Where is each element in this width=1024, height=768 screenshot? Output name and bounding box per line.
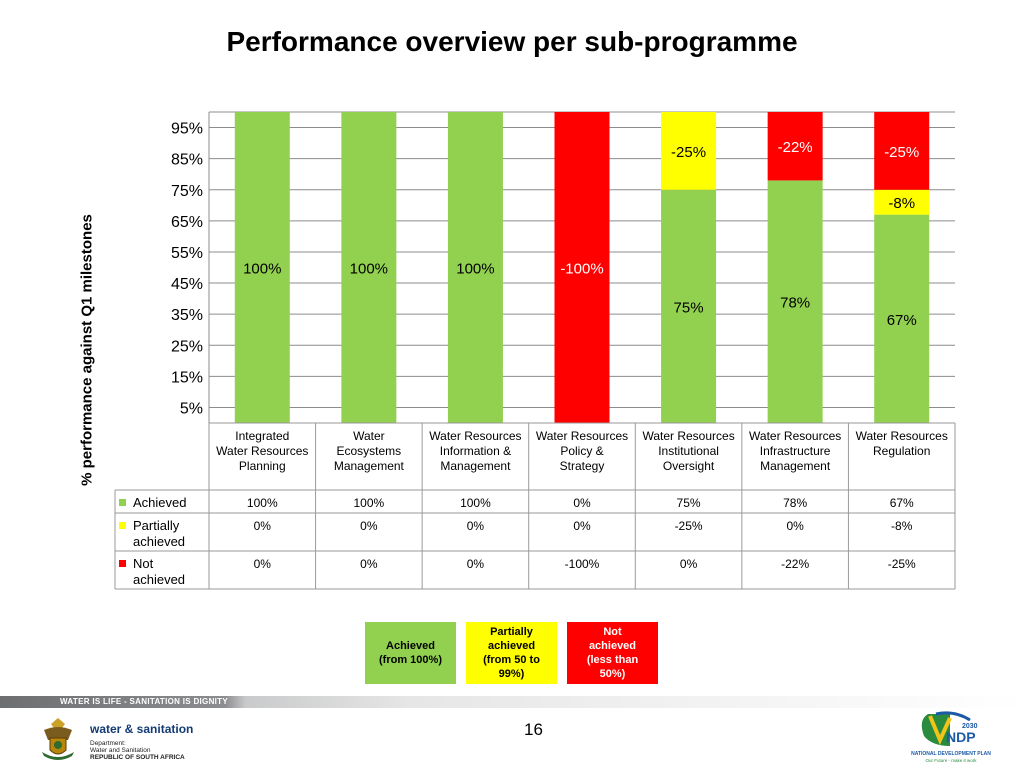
department-sub: Department: Water and Sanitation REPUBLI… xyxy=(90,740,185,761)
table-cell: 78% xyxy=(783,496,807,510)
data-label: 78% xyxy=(780,295,810,312)
x-tick-label: Water Resources Institutional Oversight xyxy=(642,429,734,473)
table-cell: 0% xyxy=(573,519,591,533)
bar-achieved xyxy=(234,112,290,423)
legend-not-achieved: Not achieved (less than 50%) xyxy=(567,622,658,684)
bar-achieved xyxy=(661,189,717,423)
data-label: -25% xyxy=(884,144,919,161)
page-title: Performance overview per sub-programme xyxy=(226,26,798,57)
data-label: 100% xyxy=(350,261,388,278)
y-tick-label: 45% xyxy=(171,276,203,293)
bar-not-achieved xyxy=(874,112,930,190)
y-tick-label: 35% xyxy=(171,307,203,324)
x-tick-label: Water Ecosystems Management xyxy=(334,429,405,473)
ndp-logo-icon: 2030 NDP NATIONAL DEVELOPMENT PLAN Our F… xyxy=(911,711,991,763)
bar-achieved xyxy=(447,112,503,423)
table-cell: 0% xyxy=(254,519,272,533)
bar-achieved xyxy=(341,112,397,423)
x-tick-label: Water Resources Infrastructure Management xyxy=(749,429,841,473)
table-cell: 100% xyxy=(247,496,278,510)
ndp-year: 2030 xyxy=(962,723,978,730)
table-cell: 0% xyxy=(680,557,698,571)
table-cell: 0% xyxy=(360,519,378,533)
bar-achieved xyxy=(767,180,823,423)
data-label: 100% xyxy=(243,261,281,278)
table-row-label: Partially achieved xyxy=(133,518,185,549)
table-cell: 100% xyxy=(354,496,385,510)
table-cell: 0% xyxy=(360,557,378,571)
bar-partially-achieved xyxy=(661,112,717,190)
footer-slogan: WATER IS LIFE - SANITATION IS DIGNITY xyxy=(60,697,228,706)
data-label: 67% xyxy=(887,312,917,329)
data-label: 100% xyxy=(456,261,494,278)
y-tick-label: 15% xyxy=(171,369,203,386)
table-cell: 0% xyxy=(786,519,804,533)
stacked-bar-chart: 95% 85% 75% 65% 55% 45% 35% 25% 15% 5% 100% 100% 100… xyxy=(114,111,956,590)
x-tick-label: Water Resources Information & Management xyxy=(429,429,521,473)
x-tick-label: Water Resources Regulation xyxy=(856,429,948,458)
table-cell: 0% xyxy=(254,557,272,571)
x-tick-label: Water Resources Policy & Strategy xyxy=(536,429,628,473)
ndp-tagline: Our Future - make it work xyxy=(925,758,977,763)
bar-not-achieved xyxy=(554,112,610,423)
legend-key-not-achieved xyxy=(119,560,126,567)
page-number: 16 xyxy=(524,720,543,739)
ndp-wordmark: NDP xyxy=(946,729,976,745)
footer-slogan-bar: WATER IS LIFE - SANITATION IS DIGNITY xyxy=(0,696,1024,708)
table-row-label: Achieved xyxy=(133,495,186,510)
legend-partially-achieved: Partially achieved (from 50 to 99%) xyxy=(466,622,557,684)
y-tick-label: 5% xyxy=(180,400,203,417)
table-cell: 0% xyxy=(467,557,485,571)
table-cell: -100% xyxy=(565,557,600,571)
y-tick-label: 55% xyxy=(171,245,203,262)
data-label: -25% xyxy=(671,144,706,161)
department-logo: water & sanitation Department: Water and… xyxy=(38,716,268,764)
data-label: -22% xyxy=(778,139,813,156)
data-label: 75% xyxy=(674,299,704,316)
legend-achieved: Achieved (from 100%) xyxy=(365,622,456,684)
table-cell: -8% xyxy=(891,519,913,533)
y-tick-label: 85% xyxy=(171,152,203,169)
table-cell: 0% xyxy=(573,496,591,510)
department-name: water & sanitation xyxy=(90,722,194,736)
table-cell: 75% xyxy=(677,496,701,510)
data-label: -8% xyxy=(888,195,915,212)
y-tick-label: 95% xyxy=(171,121,203,138)
table-cell: 100% xyxy=(460,496,491,510)
table-cell: -22% xyxy=(781,557,809,571)
y-tick-label: 65% xyxy=(171,214,203,231)
ndp-name: NATIONAL DEVELOPMENT PLAN xyxy=(911,751,991,757)
table-cell: -25% xyxy=(888,557,916,571)
y-tick-label: 25% xyxy=(171,338,203,355)
bar-partially-achieved xyxy=(874,189,930,215)
bar-not-achieved xyxy=(767,112,823,181)
data-label: -100% xyxy=(560,261,603,278)
table-cell: -25% xyxy=(675,519,703,533)
coat-of-arms-icon xyxy=(42,718,74,760)
y-tick-label: 75% xyxy=(171,183,203,200)
table-row-label: Not achieved xyxy=(133,556,185,587)
bar-achieved xyxy=(874,214,930,423)
legend-key-achieved xyxy=(119,499,126,506)
table-cell: 67% xyxy=(890,496,914,510)
x-tick-label: Integrated Water Resources Planning xyxy=(216,429,308,473)
legend-key-partially-achieved xyxy=(119,522,126,529)
table-cell: 0% xyxy=(467,519,485,533)
